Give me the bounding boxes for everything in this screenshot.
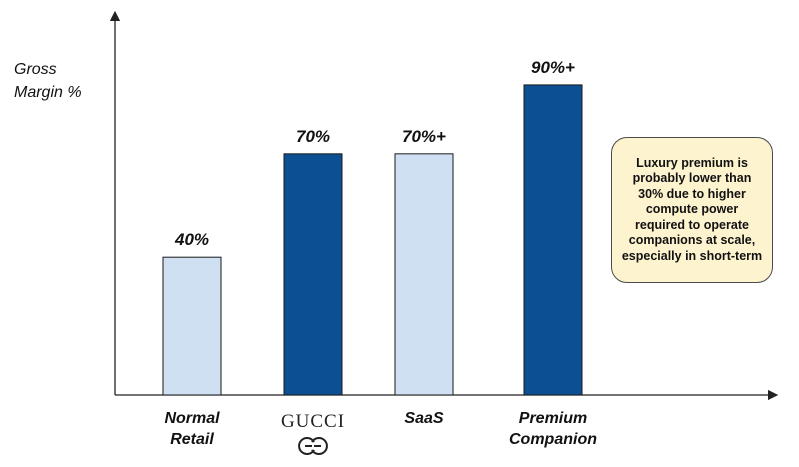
category-label-normal-retail-line-2: Retail [170, 431, 214, 448]
category-label-premium-companion-line-1: Premium [519, 410, 587, 427]
data-label-normal-retail: 40% [174, 230, 209, 249]
bar-premium-companion [523, 84, 583, 396]
y-axis-label-line-2: Margin % [14, 84, 82, 101]
bars-group [162, 84, 583, 396]
bar-saas [394, 153, 454, 396]
category-label-normal-retail-line-1: Normal [164, 410, 220, 427]
bar-normal-retail [162, 256, 222, 396]
bar-gucci [283, 153, 343, 396]
annotation-text: Luxury premium is probably lower than 30… [621, 155, 763, 263]
category-label-saas: SaaS [404, 410, 443, 427]
data-label-gucci: 70% [296, 127, 330, 146]
gucci-logo-wordmark: GUCCI [281, 411, 345, 432]
category-label-premium-companion-line-2: Companion [509, 431, 597, 448]
data-label-saas: 70%+ [402, 127, 446, 146]
annotation-callout: Luxury premium is probably lower than 30… [611, 137, 773, 283]
y-axis-label-line-1: Gross [14, 61, 57, 78]
data-labels-group: 40% 70% 70%+ 90%+ [174, 58, 575, 249]
gucci-interlocking-g-icon [298, 437, 328, 455]
data-label-premium-companion: 90%+ [531, 58, 575, 77]
